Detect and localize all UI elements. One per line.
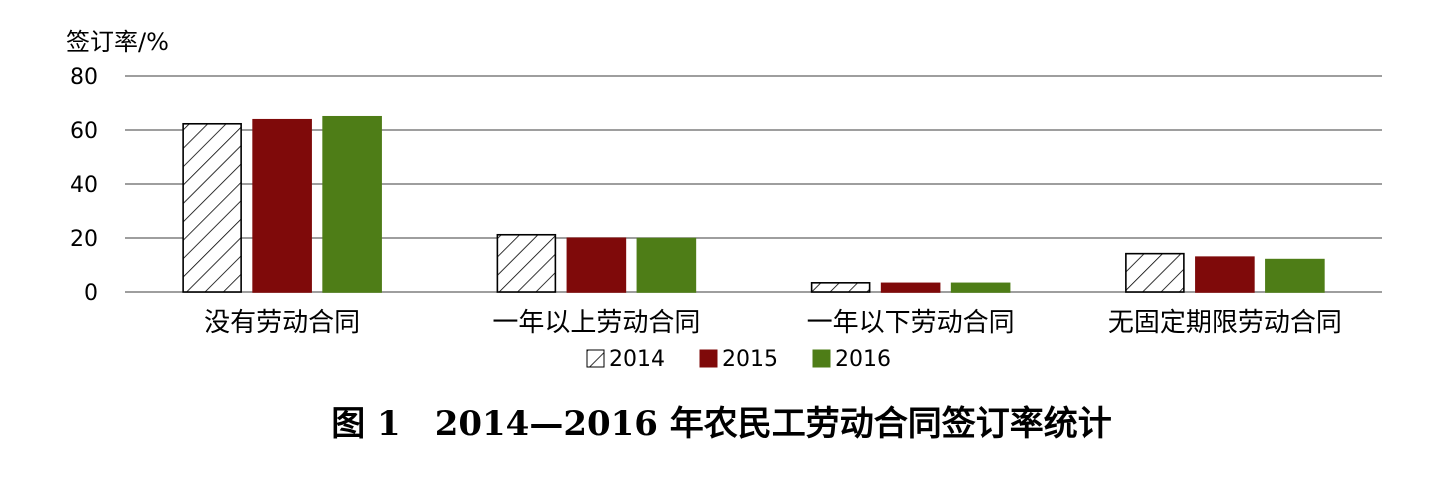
bar-2014: [810, 282, 871, 293]
bar-2016: [636, 237, 697, 293]
figure-caption: 图 1 2014—2016 年农民工劳动合同签订率统计: [331, 404, 1112, 444]
legend-label-2016: 2016: [835, 347, 891, 372]
category-label: 没有劳动合同: [204, 308, 360, 338]
bar-2015: [1195, 256, 1255, 293]
bar-2015: [252, 118, 312, 293]
bars: [182, 115, 1325, 293]
bar-2015: [566, 237, 627, 293]
category-labels: 没有劳动合同 一年以上劳动合同 一年以下劳动合同 无固定期限劳动合同: [204, 308, 1342, 338]
category-label: 一年以下劳动合同: [807, 308, 1015, 338]
y-tick-label: 60: [70, 119, 98, 144]
y-axis-label: 签订率/%: [66, 28, 169, 56]
legend-label-2014: 2014: [609, 347, 665, 372]
bar-2015: [880, 282, 941, 293]
category-label: 一年以上劳动合同: [492, 308, 700, 338]
bar-2016: [950, 282, 1011, 293]
y-tick-label: 20: [70, 227, 98, 252]
bar-2014: [496, 233, 557, 293]
bar-2016: [322, 115, 382, 293]
chart: 签订率/% 0 20 40 60 80 没有劳动合同 一年以上劳动合同 一年以下劳动合同 无固…: [66, 28, 1382, 372]
gridlines: [125, 75, 1382, 293]
bar-2014: [1125, 252, 1185, 293]
bar-2016: [1265, 258, 1325, 293]
y-tick-label: 0: [84, 281, 98, 306]
legend: 2014 2015 2016: [586, 347, 891, 372]
y-tick-label: 40: [70, 173, 98, 198]
legend-swatch-2016: [812, 349, 831, 368]
legend-label-2015: 2015: [722, 347, 778, 372]
y-tick-label: 80: [70, 65, 98, 90]
bar-2014: [182, 122, 242, 293]
y-tick-labels: 0 20 40 60 80: [70, 65, 98, 306]
legend-swatch-2015: [699, 349, 718, 368]
legend-swatch-2014: [586, 349, 605, 368]
category-label: 无固定期限劳动合同: [1108, 308, 1342, 338]
